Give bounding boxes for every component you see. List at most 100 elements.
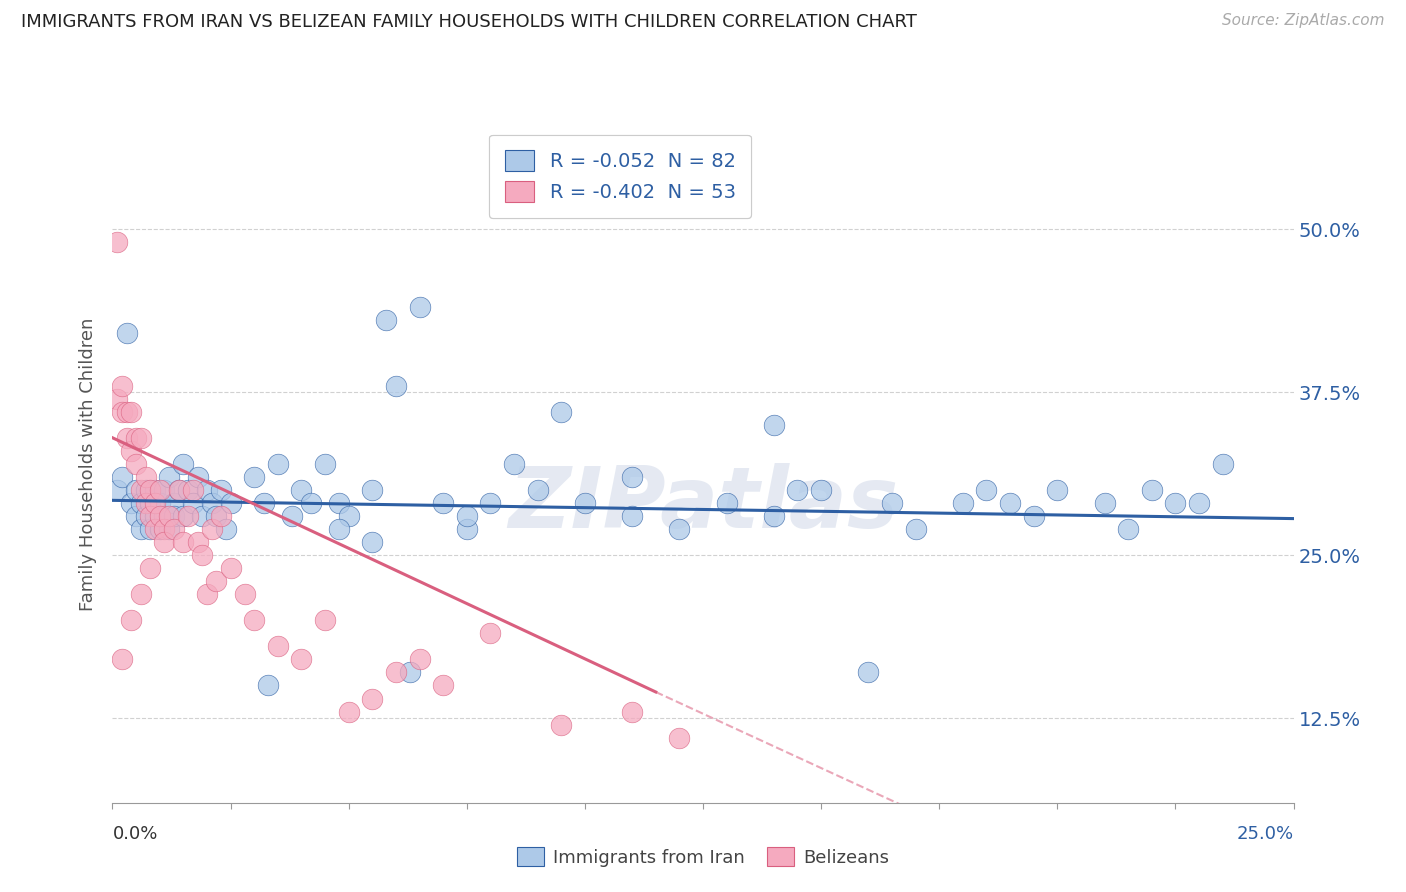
Point — [1046, 483, 1069, 497]
Point — [550, 717, 572, 731]
Point — [219, 496, 242, 510]
Point — [149, 522, 172, 536]
Text: 25.0%: 25.0% — [1236, 825, 1294, 843]
Point — [399, 665, 422, 680]
Point — [1212, 457, 1234, 471]
Point — [479, 626, 502, 640]
Point — [361, 691, 384, 706]
Point — [314, 457, 336, 471]
Point — [135, 470, 157, 484]
Point — [456, 522, 478, 536]
Point — [135, 508, 157, 523]
Point — [120, 496, 142, 510]
Point — [153, 483, 176, 497]
Point — [157, 522, 180, 536]
Point — [149, 483, 172, 497]
Point — [129, 496, 152, 510]
Point — [157, 508, 180, 523]
Point — [120, 613, 142, 627]
Point — [201, 522, 224, 536]
Point — [408, 652, 430, 666]
Point — [153, 522, 176, 536]
Point — [120, 443, 142, 458]
Point — [998, 496, 1021, 510]
Point — [526, 483, 548, 497]
Point — [139, 522, 162, 536]
Point — [139, 496, 162, 510]
Point — [299, 496, 322, 510]
Point — [267, 640, 290, 654]
Point — [1094, 496, 1116, 510]
Point — [432, 496, 454, 510]
Point — [233, 587, 256, 601]
Point — [621, 470, 644, 484]
Legend: R = -0.052  N = 82, R = -0.402  N = 53: R = -0.052 N = 82, R = -0.402 N = 53 — [489, 135, 751, 218]
Point — [129, 431, 152, 445]
Point — [209, 483, 232, 497]
Point — [314, 613, 336, 627]
Point — [952, 496, 974, 510]
Point — [243, 613, 266, 627]
Point — [120, 405, 142, 419]
Point — [177, 508, 200, 523]
Point — [361, 535, 384, 549]
Point — [1140, 483, 1163, 497]
Point — [574, 496, 596, 510]
Point — [143, 522, 166, 536]
Point — [149, 496, 172, 510]
Point — [205, 508, 228, 523]
Point — [219, 561, 242, 575]
Point — [163, 508, 186, 523]
Point — [880, 496, 903, 510]
Point — [143, 496, 166, 510]
Point — [479, 496, 502, 510]
Point — [267, 457, 290, 471]
Point — [191, 508, 214, 523]
Point — [408, 301, 430, 315]
Point — [1164, 496, 1187, 510]
Point — [503, 457, 526, 471]
Point — [129, 522, 152, 536]
Point — [115, 431, 138, 445]
Point — [149, 508, 172, 523]
Point — [111, 470, 134, 484]
Text: 0.0%: 0.0% — [112, 825, 157, 843]
Point — [1188, 496, 1211, 510]
Point — [385, 378, 408, 392]
Point — [621, 508, 644, 523]
Point — [904, 522, 927, 536]
Point — [668, 731, 690, 745]
Y-axis label: Family Households with Children: Family Households with Children — [79, 318, 97, 610]
Point — [786, 483, 808, 497]
Point — [163, 496, 186, 510]
Point — [195, 483, 218, 497]
Point — [111, 378, 134, 392]
Point — [191, 548, 214, 562]
Point — [143, 483, 166, 497]
Point — [172, 457, 194, 471]
Point — [1116, 522, 1139, 536]
Point — [1022, 508, 1045, 523]
Point — [135, 496, 157, 510]
Point — [111, 405, 134, 419]
Text: IMMIGRANTS FROM IRAN VS BELIZEAN FAMILY HOUSEHOLDS WITH CHILDREN CORRELATION CHA: IMMIGRANTS FROM IRAN VS BELIZEAN FAMILY … — [21, 13, 917, 31]
Point — [172, 535, 194, 549]
Point — [186, 535, 208, 549]
Point — [153, 508, 176, 523]
Point — [281, 508, 304, 523]
Point — [139, 508, 162, 523]
Point — [858, 665, 880, 680]
Point — [385, 665, 408, 680]
Point — [257, 678, 280, 692]
Point — [215, 522, 238, 536]
Point — [125, 508, 148, 523]
Point — [361, 483, 384, 497]
Point — [201, 496, 224, 510]
Point — [143, 508, 166, 523]
Point — [111, 652, 134, 666]
Point — [195, 587, 218, 601]
Point — [125, 457, 148, 471]
Point — [115, 326, 138, 341]
Point — [105, 483, 128, 497]
Point — [375, 313, 398, 327]
